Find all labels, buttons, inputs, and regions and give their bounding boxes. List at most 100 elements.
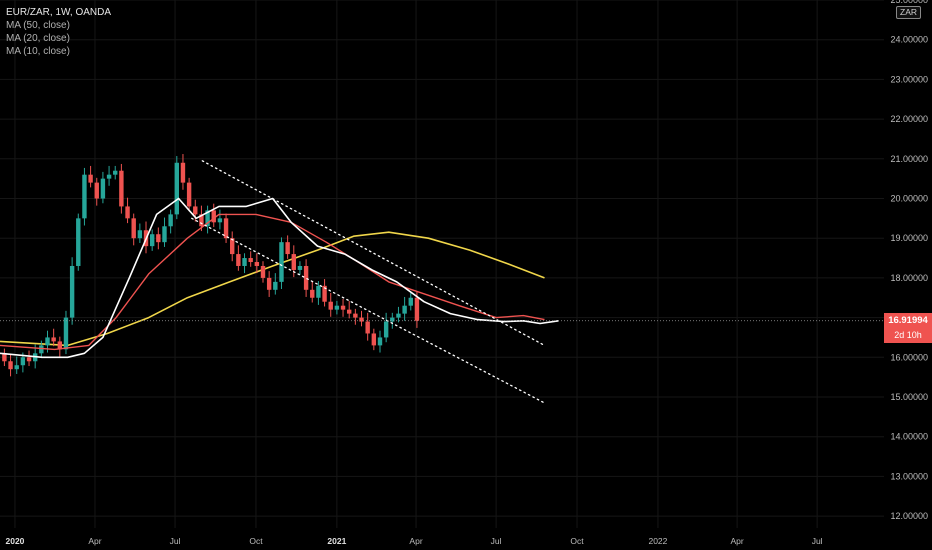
- time-axis[interactable]: 2020 Apr Jul Oct 2021 Apr Jul Oct 2022 Apr Jul: [5, 536, 822, 546]
- time-tick-label: Jul: [491, 536, 502, 546]
- candle: [26, 350, 32, 367]
- candle: [137, 223, 143, 243]
- legend-ma10[interactable]: MA (10, close): [6, 46, 70, 57]
- candlestick-series: [2, 154, 420, 377]
- ma50-path: [0, 231, 545, 347]
- legend-ma50[interactable]: MA (50, close): [6, 20, 70, 31]
- candle: [353, 308, 358, 325]
- candle-body: [279, 242, 284, 282]
- trendline[interactable]: [201, 160, 546, 347]
- time-tick-label: Jul: [170, 536, 181, 546]
- candle-body: [223, 218, 229, 239]
- candle-body: [186, 182, 192, 207]
- time-tick-label: Apr: [409, 536, 422, 546]
- price-tick-label: 19.00000: [890, 233, 928, 243]
- ma50-line: [0, 231, 545, 347]
- candle-body: [242, 258, 247, 266]
- legend-ma20[interactable]: MA (20, close): [6, 33, 70, 44]
- trendline[interactable]: [191, 217, 546, 404]
- candle: [402, 296, 407, 321]
- candle-body: [63, 317, 69, 350]
- candle: [365, 312, 370, 341]
- candle: [334, 300, 340, 315]
- candle-body: [76, 218, 81, 266]
- candle: [377, 330, 383, 353]
- candle-body: [174, 162, 179, 215]
- price-tick-label: 15.00000: [890, 392, 928, 402]
- candle: [230, 231, 235, 262]
- candle: [273, 273, 278, 295]
- candle: [14, 356, 19, 374]
- candle: [359, 310, 364, 327]
- candle: [174, 156, 179, 220]
- candle: [223, 213, 229, 243]
- candle: [94, 177, 99, 206]
- candle-body: [2, 353, 7, 362]
- candle: [57, 336, 63, 357]
- time-tick-label: Apr: [730, 536, 743, 546]
- candle: [285, 235, 290, 259]
- trendline-group[interactable]: [191, 160, 546, 404]
- chart-legend: EUR/ZAR, 1W, OANDA MA (50, close) MA (20…: [6, 6, 111, 58]
- time-tick-label: 2021: [327, 536, 346, 546]
- candle-body: [316, 285, 321, 298]
- candle: [236, 245, 241, 271]
- candle-body: [310, 289, 315, 298]
- candle-body: [39, 345, 44, 354]
- candle: [131, 213, 136, 246]
- price-tick-label: 13.00000: [890, 471, 928, 481]
- candle: [88, 165, 93, 188]
- price-tick-label: 21.00000: [890, 154, 928, 164]
- candle-body: [334, 305, 340, 310]
- candle: [106, 165, 112, 186]
- candle: [217, 209, 223, 230]
- price-tick-label: 14.00000: [890, 432, 928, 442]
- candle: [266, 271, 272, 297]
- candle-body: [199, 214, 204, 227]
- candle: [347, 300, 352, 319]
- time-tick-label: 2020: [5, 536, 24, 546]
- candle-body: [106, 174, 112, 179]
- price-tick-label: 12.00000: [890, 511, 928, 521]
- symbol-title[interactable]: EUR/ZAR, 1W, OANDA: [6, 7, 112, 18]
- candle-body: [248, 258, 253, 263]
- ma10-path: [0, 197, 559, 359]
- candle-body: [8, 361, 13, 370]
- price-tick-label: 24.00000: [890, 35, 928, 45]
- candle-body: [217, 218, 223, 223]
- candle-body: [260, 265, 266, 278]
- current-price-label: 16.91994 2d 10h: [884, 312, 932, 343]
- candle: [205, 205, 210, 234]
- candle-body: [377, 337, 383, 346]
- candle: [328, 292, 333, 317]
- candle-body: [94, 182, 99, 199]
- currency-badge: ZAR: [896, 6, 921, 19]
- time-tick-label: 2022: [648, 536, 667, 546]
- candle: [156, 227, 161, 250]
- bar-countdown: 2d 10h: [894, 329, 922, 340]
- price-tick-label: 18.00000: [890, 273, 928, 283]
- time-tick-label: Apr: [88, 536, 101, 546]
- price-axis[interactable]: 25.00000 24.00000 23.00000 22.00000 21.00000…: [890, 0, 928, 521]
- candle-body: [396, 313, 401, 318]
- candle-body: [414, 297, 420, 321]
- candle: [168, 209, 173, 234]
- time-tick-label: Jul: [812, 536, 823, 546]
- candle: [39, 340, 44, 359]
- candle-body: [125, 206, 130, 219]
- candle-body: [57, 341, 63, 350]
- candle: [408, 292, 413, 311]
- candle-body: [88, 174, 93, 183]
- candle: [69, 257, 75, 325]
- candle-body: [113, 170, 118, 175]
- candle: [371, 328, 377, 351]
- ma20-line: [0, 213, 545, 351]
- candle: [125, 197, 130, 224]
- candle-body: [180, 162, 186, 183]
- candle: [113, 165, 118, 180]
- candle-body: [371, 333, 377, 346]
- time-tick-label: Oct: [249, 536, 263, 546]
- price-tick-label: 22.00000: [890, 114, 928, 124]
- candle: [340, 298, 346, 317]
